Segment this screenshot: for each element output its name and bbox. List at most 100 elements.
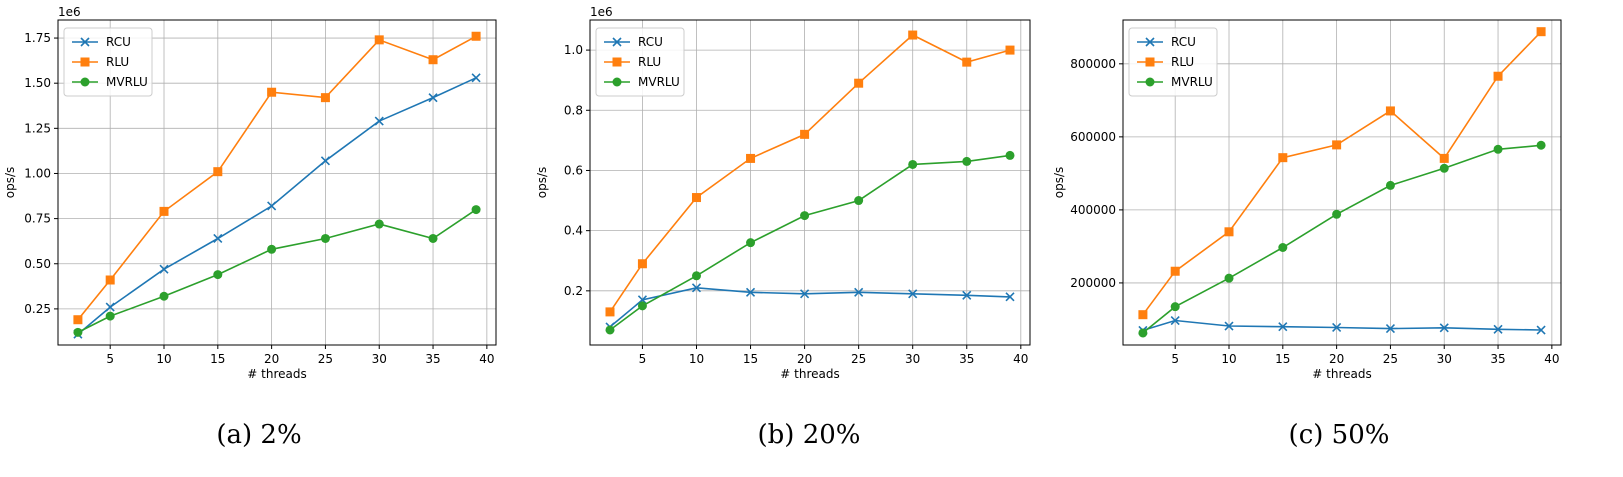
data-point-rcu	[320, 156, 330, 166]
data-point-rlu	[159, 206, 169, 216]
data-point-rcu	[745, 287, 756, 297]
chart-panel-c: 5 10 15 20 25 30 35 40 200000 400000 600000 800000 #…	[1052, 19, 1562, 381]
data-point-mvrlu	[1170, 302, 1180, 312]
y-tick-label: 1.75	[24, 31, 51, 45]
data-point-rcu	[471, 73, 481, 83]
data-point-mvrlu	[374, 219, 384, 229]
data-point-rlu	[746, 153, 756, 163]
data-point-rcu	[267, 201, 277, 211]
series-line-mvrlu	[609, 154, 1011, 331]
data-point-mvrlu	[1536, 140, 1546, 150]
x-tick-label: 10	[689, 352, 704, 366]
data-point-rcu	[691, 283, 702, 293]
data-point-mvrlu	[428, 233, 438, 243]
data-point-rcu	[159, 264, 169, 274]
x-axis-label: # threads	[247, 367, 306, 381]
data-point-rlu	[691, 193, 701, 203]
data-point-rlu	[854, 78, 864, 88]
data-point-rlu	[471, 31, 481, 41]
y-tick-label: 0.2	[564, 284, 583, 298]
series-line-rcu	[609, 286, 1011, 328]
data-point-mvrlu	[159, 291, 169, 301]
x-tick-label: 15	[210, 352, 225, 366]
data-point-mvrlu	[1385, 180, 1395, 190]
data-point-mvrlu	[1493, 144, 1503, 154]
legend-label-mvrlu: MVRLU	[638, 75, 680, 89]
data-point-rlu	[605, 307, 615, 317]
plot-frame	[57, 19, 497, 346]
legend: RCU RLU MVRLU	[63, 27, 153, 97]
x-axis-label: # threads	[1312, 367, 1371, 381]
data-point-mvrlu	[800, 211, 810, 221]
x-tick-label: 20	[264, 352, 279, 366]
x-tick-label: 25	[1383, 352, 1398, 366]
legend-label-rlu: RLU	[106, 55, 129, 69]
x-tick-label: 5	[1171, 352, 1179, 366]
data-point-mvrlu	[691, 271, 701, 281]
data-point-rlu	[1224, 227, 1234, 237]
x-tick-label: 35	[425, 352, 440, 366]
data-point-rlu	[1005, 45, 1015, 55]
data-point-rcu	[1493, 324, 1503, 334]
data-point-mvrlu	[1278, 243, 1288, 252]
data-point-mvrlu	[471, 205, 481, 215]
y-tick-label: 0.50	[24, 257, 51, 271]
y-tick-label: 0.25	[24, 302, 51, 316]
chart-panel-a: 5 10 15 20 25 30 35 40 0.25 0.50 0.75 1.00 1.25 1.50 1…	[3, 5, 497, 381]
x-tick-label: 20	[1329, 352, 1344, 366]
data-point-rcu	[105, 302, 115, 312]
data-point-mvrlu	[1224, 273, 1234, 283]
y-tick-label: 0.75	[24, 212, 51, 226]
series-line-mvrlu	[77, 208, 477, 334]
y-tick-label: 1.50	[24, 76, 51, 90]
y-tick-label: 200000	[1070, 276, 1116, 290]
y-offset-label: 1e6	[590, 5, 613, 19]
x-tick-label: 35	[959, 352, 974, 366]
data-point-rcu	[428, 93, 438, 103]
x-tick-label: 10	[1221, 352, 1236, 366]
data-point-rlu	[213, 167, 223, 177]
data-point-mvrlu	[854, 196, 864, 206]
legend-marker-rcu	[612, 37, 622, 47]
caption-c: (c) 50%	[1288, 420, 1390, 450]
data-point-rcu	[1536, 325, 1546, 335]
y-tick-label: 0.6	[564, 163, 583, 177]
data-point-rlu	[428, 55, 438, 65]
legend-marker-rcu	[1145, 37, 1155, 47]
legend-marker-mvrlu	[1145, 77, 1155, 87]
y-tick-label: 800000	[1070, 57, 1116, 71]
data-point-rlu	[1138, 310, 1148, 320]
y-tick-label: 400000	[1070, 203, 1116, 217]
data-point-rcu	[374, 116, 384, 126]
data-point-rcu	[1170, 315, 1180, 326]
data-point-mvrlu	[105, 311, 115, 321]
legend-marker-mvrlu	[80, 77, 90, 87]
data-point-rcu	[800, 289, 810, 299]
data-point-rlu	[73, 315, 83, 325]
data-point-rcu	[213, 233, 223, 244]
data-point-mvrlu	[267, 244, 277, 254]
data-point-rcu	[1385, 324, 1395, 334]
x-tick-label: 30	[1437, 352, 1452, 366]
x-tick-label: 40	[1013, 352, 1028, 366]
data-point-mvrlu	[213, 270, 223, 280]
x-tick-label: 5	[639, 352, 647, 366]
y-tick-label: 600000	[1070, 130, 1116, 144]
data-point-mvrlu	[605, 325, 615, 335]
data-point-mvrlu	[1005, 150, 1015, 160]
data-point-rlu	[637, 259, 647, 269]
data-point-rcu	[1005, 292, 1015, 302]
legend-label-mvrlu: MVRLU	[1171, 75, 1213, 89]
legend-label-rcu: RCU	[106, 35, 131, 49]
y-offset-label: 1e6	[58, 5, 81, 19]
y-axis-label: ops/s	[1052, 167, 1066, 199]
data-point-mvrlu	[962, 156, 972, 166]
data-point-rlu	[1170, 266, 1180, 276]
legend-marker-rlu	[80, 57, 90, 67]
data-point-mvrlu	[1439, 163, 1449, 173]
x-tick-label: 20	[797, 352, 812, 366]
x-tick-label: 40	[479, 352, 494, 366]
data-point-rcu	[908, 289, 918, 299]
x-tick-label: 30	[905, 352, 920, 366]
